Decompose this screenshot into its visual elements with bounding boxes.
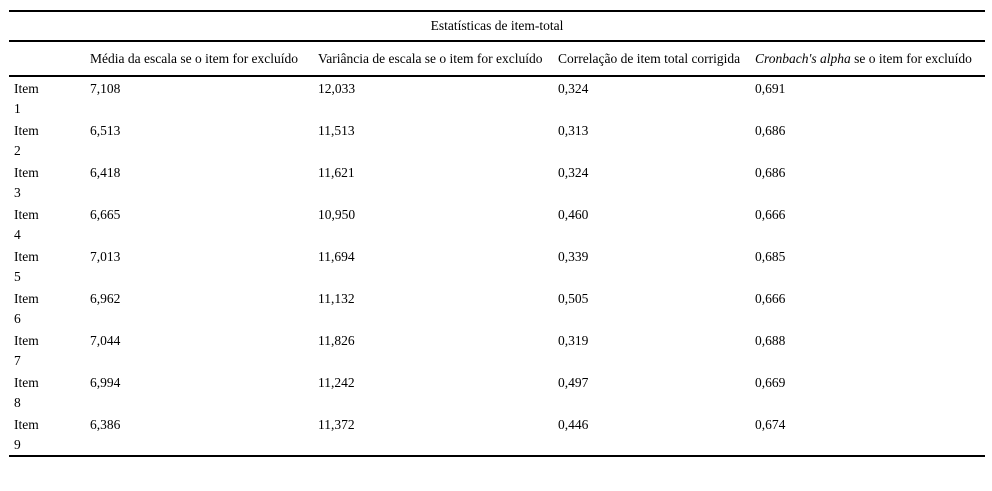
item-cell: Item 6 <box>9 287 90 329</box>
alpha-cell: 0,688 <box>755 333 786 348</box>
table-title-row: Estatísticas de item-total <box>9 10 986 42</box>
variancia-cell: 11,132 <box>318 291 355 306</box>
item-label: Item <box>14 333 39 348</box>
correlacao-cell: 0,339 <box>558 249 589 264</box>
item-cell: Item 7 <box>9 329 90 371</box>
correlacao-cell: 0,446 <box>558 413 755 457</box>
correlacao-cell: 0,497 <box>558 375 589 390</box>
alpha-cell: 0,669 <box>755 375 786 390</box>
item-number: 2 <box>14 143 21 158</box>
variancia-cell: 11,621 <box>318 165 355 180</box>
table-row: Item 6 6,962 11,132 0,505 0,666 <box>9 287 985 329</box>
variancia-cell: 11,694 <box>318 249 355 264</box>
media-cell: 7,044 <box>90 333 121 348</box>
item-label: Item <box>14 375 39 390</box>
variancia-cell: 11,372 <box>318 413 558 457</box>
item-total-statistics-table: Estatísticas de item-total Média da esca… <box>9 10 986 457</box>
item-label: Item <box>14 123 39 138</box>
alpha-cell: 0,685 <box>755 249 786 264</box>
media-cell: 7,108 <box>90 81 121 96</box>
alpha-cell: 0,666 <box>755 291 786 306</box>
media-cell: 6,418 <box>90 165 121 180</box>
item-label: Item <box>14 165 39 180</box>
item-number: 5 <box>14 269 21 284</box>
column-header-variancia: Variância de escala se o item for excluí… <box>318 41 558 77</box>
table-header-row: Média da escala se o item for excluído V… <box>9 41 986 77</box>
alpha-cell: 0,666 <box>755 207 786 222</box>
media-cell: 6,513 <box>90 123 121 138</box>
table-row: Item 9 6,386 11,372 0,446 0,674 <box>9 413 986 457</box>
item-label: Item <box>14 249 39 264</box>
item-number: 9 <box>14 437 21 452</box>
correlacao-cell: 0,324 <box>558 165 589 180</box>
media-cell: 6,994 <box>90 375 121 390</box>
correlacao-cell: 0,319 <box>558 333 589 348</box>
item-cell: Item 4 <box>9 203 90 245</box>
table-row: Item 3 6,418 11,621 0,324 0,686 <box>9 161 985 203</box>
table-row: Item 2 6,513 11,513 0,313 0,686 <box>9 119 985 161</box>
item-cell: Item 9 <box>9 413 90 457</box>
media-cell: 7,013 <box>90 249 121 264</box>
item-cell: Item 8 <box>9 371 90 413</box>
item-label: Item <box>14 81 39 96</box>
alpha-cell: 0,674 <box>755 413 986 457</box>
item-label: Item <box>14 417 39 432</box>
item-label: Item <box>14 291 39 306</box>
table-title: Estatísticas de item-total <box>9 10 986 42</box>
alpha-cell: 0,691 <box>755 81 786 96</box>
correlacao-cell: 0,313 <box>558 123 589 138</box>
table-row: Item 4 6,665 10,950 0,460 0,666 <box>9 203 985 245</box>
alpha-cell: 0,686 <box>755 123 786 138</box>
column-header-media-text: Média da escala se o item for excluído <box>90 51 299 66</box>
correlacao-cell: 0,505 <box>558 291 589 306</box>
table-row: Item 8 6,994 11,242 0,497 0,669 <box>9 371 985 413</box>
table-row: Item 5 7,013 11,694 0,339 0,685 <box>9 245 985 287</box>
column-header-item <box>9 41 90 77</box>
media-cell: 6,386 <box>90 413 318 457</box>
item-cell: Item 5 <box>9 245 90 287</box>
table-row: Item 1 7,108 12,033 0,324 0,691 <box>9 76 985 119</box>
column-header-correlacao-text: Correlação de item total corrigida <box>558 51 741 66</box>
item-number: 3 <box>14 185 21 200</box>
alpha-cell: 0,686 <box>755 165 786 180</box>
column-header-alpha-italic: Cronbach's alpha <box>755 51 851 66</box>
column-header-variancia-text: Variância de escala se o item for excluí… <box>318 51 543 66</box>
variancia-cell: 10,950 <box>318 207 356 222</box>
column-header-alpha: Cronbach's alpha se o item for excluído <box>755 41 986 77</box>
column-header-media: Média da escala se o item for excluído <box>90 41 318 77</box>
item-cell: Item 2 <box>9 119 90 161</box>
variancia-cell: 12,033 <box>318 81 356 96</box>
column-header-alpha-text: se o item for excluído <box>850 51 972 66</box>
correlacao-cell: 0,324 <box>558 81 589 96</box>
variancia-cell: 11,513 <box>318 123 355 138</box>
item-number: 1 <box>14 101 21 116</box>
table-row: Item 7 7,044 11,826 0,319 0,688 <box>9 329 985 371</box>
media-cell: 6,665 <box>90 207 121 222</box>
item-number: 4 <box>14 227 21 242</box>
item-cell: Item 1 <box>9 76 90 119</box>
item-label: Item <box>14 207 39 222</box>
correlacao-cell: 0,460 <box>558 207 589 222</box>
item-number: 6 <box>14 311 21 326</box>
column-header-correlacao: Correlação de item total corrigida <box>558 41 755 77</box>
item-cell: Item 3 <box>9 161 90 203</box>
item-number: 7 <box>14 353 21 368</box>
media-cell: 6,962 <box>90 291 121 306</box>
variancia-cell: 11,242 <box>318 375 355 390</box>
variancia-cell: 11,826 <box>318 333 355 348</box>
item-number: 8 <box>14 395 21 410</box>
